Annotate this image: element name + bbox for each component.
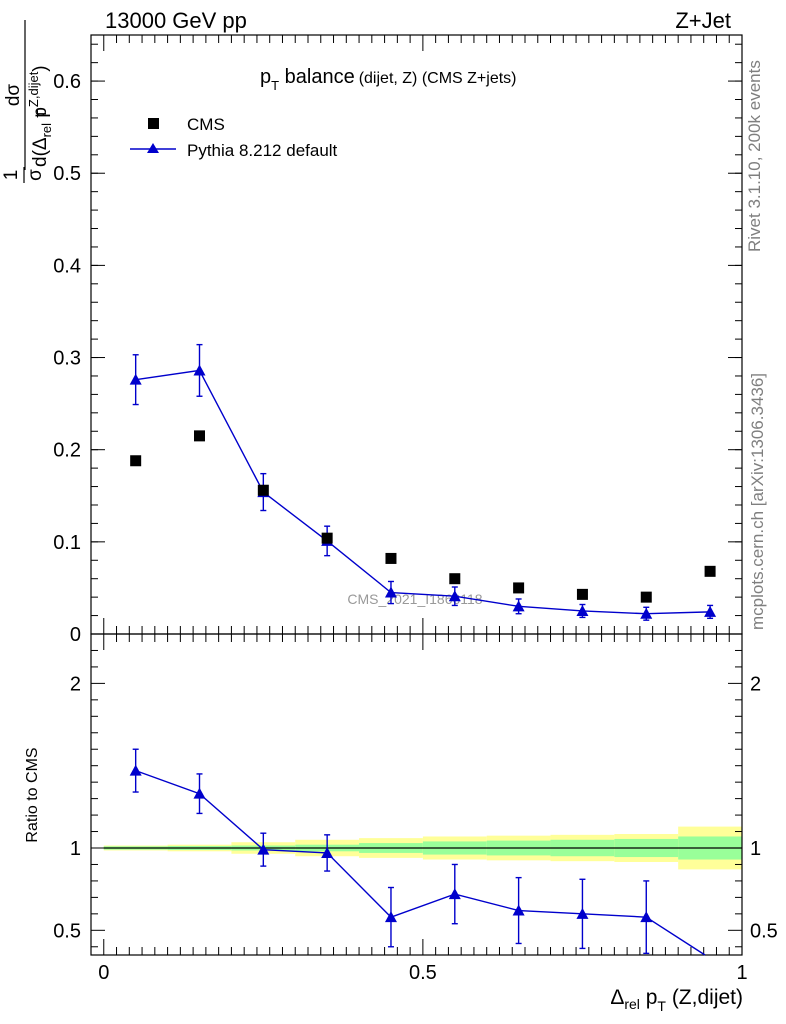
pythia-data-point xyxy=(704,605,717,617)
main-y-axis-label: 1 σ xyxy=(1,167,46,183)
cms-data-point xyxy=(385,552,397,564)
main-y-tick-label: 0.6 xyxy=(53,71,81,93)
main-y-tick-label: 0.3 xyxy=(53,348,81,370)
ratio-data-point xyxy=(129,764,142,776)
main-y-tick-labels: 0 0.1 0.2 0.3 0.4 0.5 0.6 xyxy=(53,71,81,646)
pythia-data-point xyxy=(512,600,525,612)
ratio-y-tick-label: 2 xyxy=(70,673,81,695)
pythia-data-point xyxy=(384,586,397,598)
title-p: p xyxy=(260,66,271,88)
ylabel-pre-num: 1 xyxy=(1,170,22,181)
main-y-tick-label: 0.5 xyxy=(53,163,81,185)
x-tick-label: 1 xyxy=(736,962,747,984)
cms-data-point xyxy=(640,591,652,603)
legend-cms-marker xyxy=(148,118,159,129)
pythia-data-point xyxy=(640,607,653,619)
title-p-sub: T xyxy=(271,78,279,93)
legend: CMS Pythia 8.212 default xyxy=(130,115,338,160)
cms-data-point xyxy=(130,455,142,467)
mcplots-url-text: mcplots.cern.ch [arXiv:1306.3436] xyxy=(748,373,767,630)
main-axis-ticks xyxy=(91,35,743,635)
title-tail: (CMS Z+jets) xyxy=(417,70,516,87)
x-tick-label: 0 xyxy=(98,962,109,984)
pythia-data-point xyxy=(448,590,461,602)
ratio-y-tick-label-right: 2 xyxy=(750,673,761,695)
ratio-y-axis-label: Ratio to CMS xyxy=(24,747,41,842)
ratio-data-point xyxy=(321,846,334,858)
main-y-tick-label: 0.4 xyxy=(53,255,81,277)
ratio-y-tick-label: 0.5 xyxy=(53,920,81,942)
cms-data-point xyxy=(513,582,525,594)
xlabel-t: T xyxy=(657,998,666,1014)
pythia-series-line xyxy=(135,369,711,615)
main-plot-panel: 0 0.1 0.2 0.3 0.4 0.5 0.6 CMS_2021_I1866118 pT… xyxy=(53,34,743,646)
ylabel-den-sup: Z,dijet xyxy=(26,71,41,107)
main-y-tick-label: 0.1 xyxy=(53,532,81,554)
analysis-watermark: CMS_2021_I1866118 xyxy=(347,591,482,607)
ratio-data-point xyxy=(257,843,270,855)
ratio-data-point xyxy=(448,888,461,900)
ylabel-pre-den: σ xyxy=(25,169,46,181)
rivet-version-text: Rivet 3.1.10, 200k events xyxy=(745,60,764,252)
x-tick-labels: 0 0.5 1 xyxy=(98,962,747,984)
ratio-data-point xyxy=(384,911,397,923)
ratio-data-point xyxy=(640,911,653,923)
main-data-layer xyxy=(129,343,717,621)
ratio-frame xyxy=(90,633,743,956)
ylabel-den-d: d(Δ xyxy=(30,137,51,167)
main-y-tick-label: 0 xyxy=(70,624,81,646)
cms-data-point xyxy=(194,430,205,442)
ylabel-den-psub: T xyxy=(34,110,49,118)
ratio-uncertainty-bands xyxy=(103,826,742,870)
xlabel-rest: (Z,dijet) xyxy=(666,986,743,1009)
pythia-data-point xyxy=(193,364,206,376)
cms-data-point xyxy=(321,532,333,544)
header-left: 13000 GeV pp xyxy=(105,8,247,33)
ratio-plot-panel: 0.5 0.5 1 1 2 2 xyxy=(53,633,778,956)
ratio-axis-ticks xyxy=(91,634,743,955)
title-small: (dijet, Z) xyxy=(359,70,418,87)
xlabel-p: p xyxy=(640,986,658,1009)
ylabel-den: d(Δrel pZ,dijet T) xyxy=(26,65,54,167)
legend-cms-label: CMS xyxy=(187,115,225,134)
main-y-axis-fraction: dσ d(Δrel pZ,dijet T) xyxy=(3,20,54,170)
legend-pythia-marker xyxy=(147,143,159,153)
ratio-y-tick-label-right: 0.5 xyxy=(750,920,778,942)
title-balance: balance xyxy=(279,66,355,88)
cms-data-point xyxy=(576,588,588,600)
pythia-data-point xyxy=(576,604,589,616)
header-right: Z+Jet xyxy=(675,8,731,33)
main-y-tick-label: 0.2 xyxy=(53,440,81,462)
ratio-data-layer xyxy=(129,748,706,956)
legend-pythia-label: Pythia 8.212 default xyxy=(187,141,338,160)
main-plot-title: pT balance (dijet, Z) (CMS Z+jets) xyxy=(260,66,517,93)
ratio-data-point xyxy=(193,787,206,799)
x-tick-label: 0.5 xyxy=(409,962,437,984)
ylabel-den-p: p xyxy=(30,107,51,123)
ratio-data-point xyxy=(512,904,525,916)
xlabel-rel: rel xyxy=(624,996,640,1012)
ylabel-den-close: ) xyxy=(30,65,51,71)
ylabel-den-rel: rel xyxy=(39,123,54,138)
pythia-data-point xyxy=(129,373,142,385)
ratio-y-tick-labels: 0.5 0.5 1 1 2 2 xyxy=(53,673,778,942)
ratio-data-point xyxy=(576,907,589,919)
cms-data-point xyxy=(257,484,269,496)
cms-data-point xyxy=(704,565,716,577)
cms-data-point xyxy=(449,573,461,585)
ylabel-num: dσ xyxy=(3,84,24,107)
ratio-y-tick-label-right: 1 xyxy=(750,838,761,860)
ratio-pythia-line xyxy=(135,769,706,956)
x-axis-label: Δrel pT (Z,dijet) xyxy=(610,986,743,1014)
xlabel-delta: Δ xyxy=(610,986,624,1009)
ratio-y-tick-label: 1 xyxy=(70,838,81,860)
